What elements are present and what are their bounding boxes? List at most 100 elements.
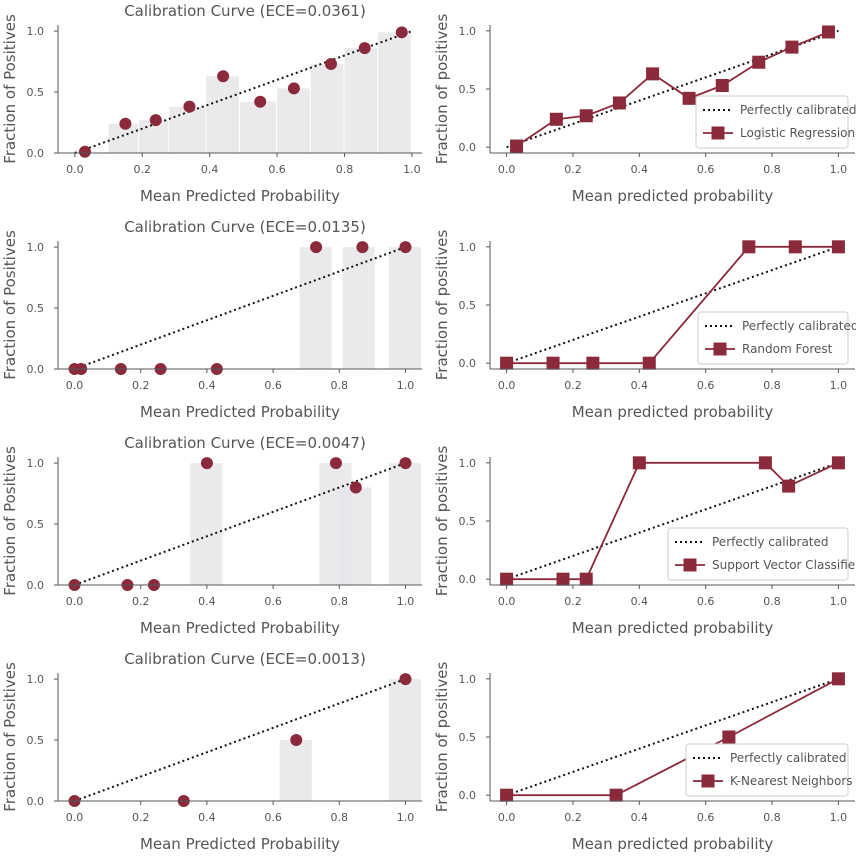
histogram-bar [310,64,344,153]
legend-perfect-label: Perfectly calibrated [740,103,856,117]
x-axis-label: Mean predicted probability [572,619,774,637]
calibration-point [329,457,342,470]
y-tick-label: 0.5 [459,731,477,744]
legend-series-marker [683,558,697,572]
x-tick-label: 0.6 [264,811,282,824]
y-tick-label: 0.5 [27,86,45,99]
series-marker [500,356,514,370]
y-tick-label: 1.0 [27,457,45,470]
series-marker [549,112,563,126]
x-tick-label: 1.0 [403,163,421,176]
y-tick-label: 0.5 [27,518,45,531]
calibration-point [356,241,369,254]
y-tick-label: 0.0 [27,795,45,808]
panel-title: Calibration Curve (ECE=0.0013) [124,650,366,668]
y-tick-label: 0.5 [27,302,45,315]
x-tick-label: 0.6 [697,379,715,392]
x-tick-label: 0.4 [198,811,216,824]
series-marker [510,139,524,153]
calibration-panel-2: Calibration Curve (ECE=0.0135) 0.0 0.2 0.4 0… [1,218,422,421]
legend: Perfectly calibrated Logistic Regression [695,95,856,149]
x-tick-label: 0.0 [66,379,84,392]
series-marker [785,40,799,54]
series-marker [715,79,729,93]
legend-series-marker [701,774,715,788]
x-tick-label: 1.0 [830,811,848,824]
y-tick-label: 0.0 [459,789,477,802]
x-tick-label: 0.2 [132,811,150,824]
x-tick-label: 0.6 [268,163,286,176]
x-axis-label: Mean predicted probability [572,835,774,853]
x-tick-label: 0.4 [198,379,216,392]
y-tick-label: 0.0 [27,363,45,376]
series-marker [500,788,514,802]
series-marker [579,109,593,123]
histogram-bar [190,463,223,585]
series-marker [646,67,660,81]
histogram-bar [344,48,378,153]
calibration-point [358,42,371,55]
y-axis-label: Fraction of positives [433,446,451,597]
histogram-bar [378,32,411,153]
perfect-calibration-line [506,29,839,149]
x-tick-label: 0.2 [564,595,582,608]
x-tick-label: 0.0 [498,163,516,176]
legend-box [697,311,849,365]
series-marker [758,456,772,470]
calibration-panel-1: Calibration Curve (ECE=0.0361) 0.0 0.2 0.4 0… [1,2,422,205]
series-marker [831,456,845,470]
series-marker [500,572,514,586]
y-tick-label: 0.0 [27,147,45,160]
y-axis-label: Fraction of positives [433,14,451,165]
x-tick-label: 0.2 [564,811,582,824]
legend: Perfectly calibrated Random Forest [697,311,856,365]
x-tick-label: 0.0 [498,595,516,608]
series-marker [579,572,593,586]
legend-box [685,743,849,797]
y-tick-label: 0.0 [459,141,477,154]
legend-series-marker [713,342,727,356]
histogram-bar [342,247,375,369]
x-tick-label: 0.4 [198,595,216,608]
legend-series-label: Logistic Regression [740,126,855,140]
calibration-point [78,145,91,158]
histogram-bar [206,76,239,153]
x-tick-label: 0.4 [631,163,649,176]
y-tick-label: 1.0 [459,25,477,38]
x-tick-label: 0.4 [631,595,649,608]
x-tick-label: 0.2 [564,163,582,176]
perfect-calibration-line [506,461,839,581]
calibration-panel-4: Calibration Curve (ECE=0.0013) 0.0 0.2 0.4 0… [1,650,422,853]
legend: Perfectly calibrated Support Vector Class… [667,527,856,581]
y-tick-label: 1.0 [459,457,477,470]
x-tick-label: 0.6 [697,595,715,608]
x-tick-label: 0.6 [264,595,282,608]
calibration-point [399,457,412,470]
y-tick-label: 1.0 [27,673,45,686]
reliability-panel-1: 0.0 0.2 0.4 0.6 0.8 1.0 0.0 0.5 1.0 Mean predicte… [433,14,856,205]
calibration-point [399,673,412,686]
calibration-point [287,82,300,95]
x-tick-label: 0.8 [763,811,781,824]
panel-title: Calibration Curve (ECE=0.0135) [124,218,366,236]
calibration-point [310,241,323,254]
x-axis-label: Mean Predicted Probability [140,835,340,853]
y-tick-label: 0.0 [27,579,45,592]
legend-series-label: Support Vector Classifier [712,558,856,572]
series-marker [612,96,626,110]
calibration-point [217,70,230,83]
calibration-point [183,100,196,113]
panel-title: Calibration Curve (ECE=0.0047) [124,434,366,452]
y-tick-label: 0.0 [459,573,477,586]
series-marker [642,356,656,370]
x-tick-label: 0.8 [763,163,781,176]
panel-title: Calibration Curve (ECE=0.0361) [124,2,366,20]
legend-perfect-label: Perfectly calibrated [742,319,856,333]
x-tick-label: 0.4 [631,811,649,824]
series-marker [752,55,766,69]
series-marker [788,240,802,254]
series-line [516,31,829,147]
x-axis-label: Mean predicted probability [572,403,774,421]
x-tick-label: 0.8 [763,595,781,608]
